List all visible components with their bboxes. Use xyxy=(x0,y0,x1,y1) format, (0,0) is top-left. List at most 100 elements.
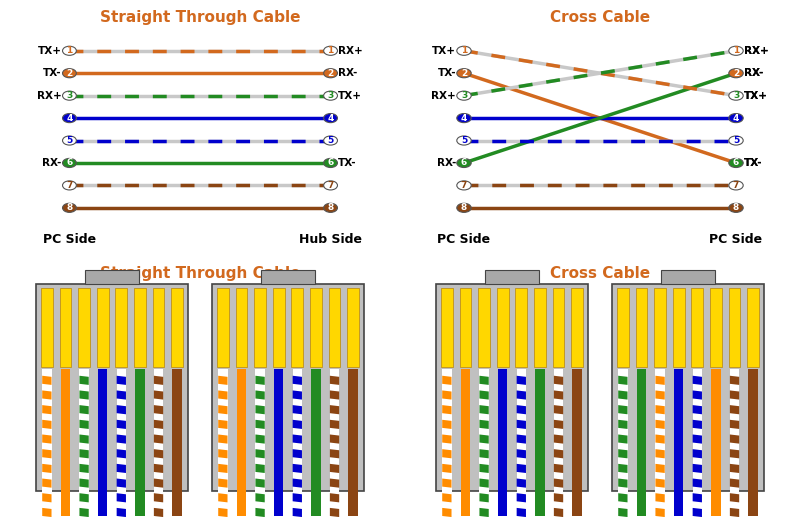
Polygon shape xyxy=(154,376,163,385)
Text: 2: 2 xyxy=(733,69,739,78)
Circle shape xyxy=(324,69,338,78)
Text: Cross Cable: Cross Cable xyxy=(550,266,650,281)
Bar xyxy=(673,288,685,367)
Polygon shape xyxy=(442,493,451,503)
Text: TX-: TX- xyxy=(43,68,62,78)
Polygon shape xyxy=(218,508,227,517)
Polygon shape xyxy=(79,420,89,429)
Polygon shape xyxy=(293,420,302,429)
Text: TX+: TX+ xyxy=(744,90,768,101)
Text: 7: 7 xyxy=(733,181,739,190)
Circle shape xyxy=(62,114,76,123)
Bar xyxy=(329,288,340,367)
Circle shape xyxy=(729,181,743,190)
Polygon shape xyxy=(479,390,489,400)
Polygon shape xyxy=(42,508,51,517)
Polygon shape xyxy=(218,479,227,488)
Text: RX-: RX- xyxy=(42,158,62,168)
Bar xyxy=(171,288,183,367)
Polygon shape xyxy=(554,508,563,517)
Polygon shape xyxy=(554,464,563,473)
Polygon shape xyxy=(79,390,89,400)
Polygon shape xyxy=(218,376,227,385)
Polygon shape xyxy=(442,376,451,385)
Polygon shape xyxy=(618,449,627,458)
Polygon shape xyxy=(655,390,665,400)
Bar xyxy=(78,288,90,367)
Text: 5: 5 xyxy=(461,136,467,145)
Text: 4: 4 xyxy=(733,114,739,123)
Bar xyxy=(612,284,764,491)
Bar xyxy=(262,270,314,284)
Polygon shape xyxy=(442,508,451,517)
Bar xyxy=(654,288,666,367)
Polygon shape xyxy=(517,405,526,414)
Polygon shape xyxy=(618,390,627,400)
Polygon shape xyxy=(730,449,739,458)
Polygon shape xyxy=(330,376,339,385)
Polygon shape xyxy=(655,508,665,517)
Text: 6: 6 xyxy=(461,158,467,168)
Polygon shape xyxy=(517,449,526,458)
Bar xyxy=(710,288,722,367)
Polygon shape xyxy=(517,376,526,385)
Text: TX-: TX- xyxy=(744,158,762,168)
Polygon shape xyxy=(117,420,126,429)
Bar xyxy=(486,270,538,284)
Bar xyxy=(535,369,545,516)
Bar xyxy=(711,369,721,516)
Bar xyxy=(217,288,229,367)
Text: 8: 8 xyxy=(327,203,334,212)
Bar xyxy=(517,369,526,516)
Bar xyxy=(134,288,146,367)
Text: TX-: TX- xyxy=(744,158,762,168)
Text: 6: 6 xyxy=(66,158,73,168)
Bar xyxy=(212,284,364,491)
Polygon shape xyxy=(693,420,702,429)
Bar xyxy=(237,369,246,516)
Polygon shape xyxy=(117,464,126,473)
Circle shape xyxy=(62,158,76,168)
Bar xyxy=(218,369,227,516)
Bar xyxy=(655,369,665,516)
Text: TX+: TX+ xyxy=(38,46,62,56)
Polygon shape xyxy=(117,508,126,517)
Circle shape xyxy=(457,114,471,123)
Bar xyxy=(293,369,302,516)
Polygon shape xyxy=(293,390,302,400)
Bar xyxy=(79,369,89,516)
Bar xyxy=(254,288,266,367)
Polygon shape xyxy=(730,479,739,488)
Polygon shape xyxy=(479,449,489,458)
Text: 3: 3 xyxy=(327,91,334,100)
Circle shape xyxy=(729,114,743,123)
Polygon shape xyxy=(293,376,302,385)
Polygon shape xyxy=(79,405,89,414)
Bar xyxy=(637,369,646,516)
Polygon shape xyxy=(693,493,702,503)
Circle shape xyxy=(729,136,743,145)
Polygon shape xyxy=(693,376,702,385)
Polygon shape xyxy=(442,449,451,458)
Polygon shape xyxy=(42,464,51,473)
Circle shape xyxy=(729,46,743,55)
Text: TX+: TX+ xyxy=(338,90,362,101)
Polygon shape xyxy=(618,420,627,429)
Text: RX+: RX+ xyxy=(744,46,769,56)
Polygon shape xyxy=(693,434,702,444)
Bar xyxy=(662,270,714,284)
Bar xyxy=(618,369,627,516)
Circle shape xyxy=(62,136,76,145)
Polygon shape xyxy=(255,493,265,503)
Text: 3: 3 xyxy=(733,91,739,100)
Circle shape xyxy=(457,136,471,145)
Circle shape xyxy=(457,158,471,168)
Text: RX+: RX+ xyxy=(744,46,769,56)
Bar xyxy=(534,288,546,367)
Text: Straight Through Cable: Straight Through Cable xyxy=(100,266,300,281)
Circle shape xyxy=(457,46,471,55)
Circle shape xyxy=(457,91,471,100)
Bar xyxy=(330,369,339,516)
Circle shape xyxy=(324,46,338,55)
Polygon shape xyxy=(79,464,89,473)
